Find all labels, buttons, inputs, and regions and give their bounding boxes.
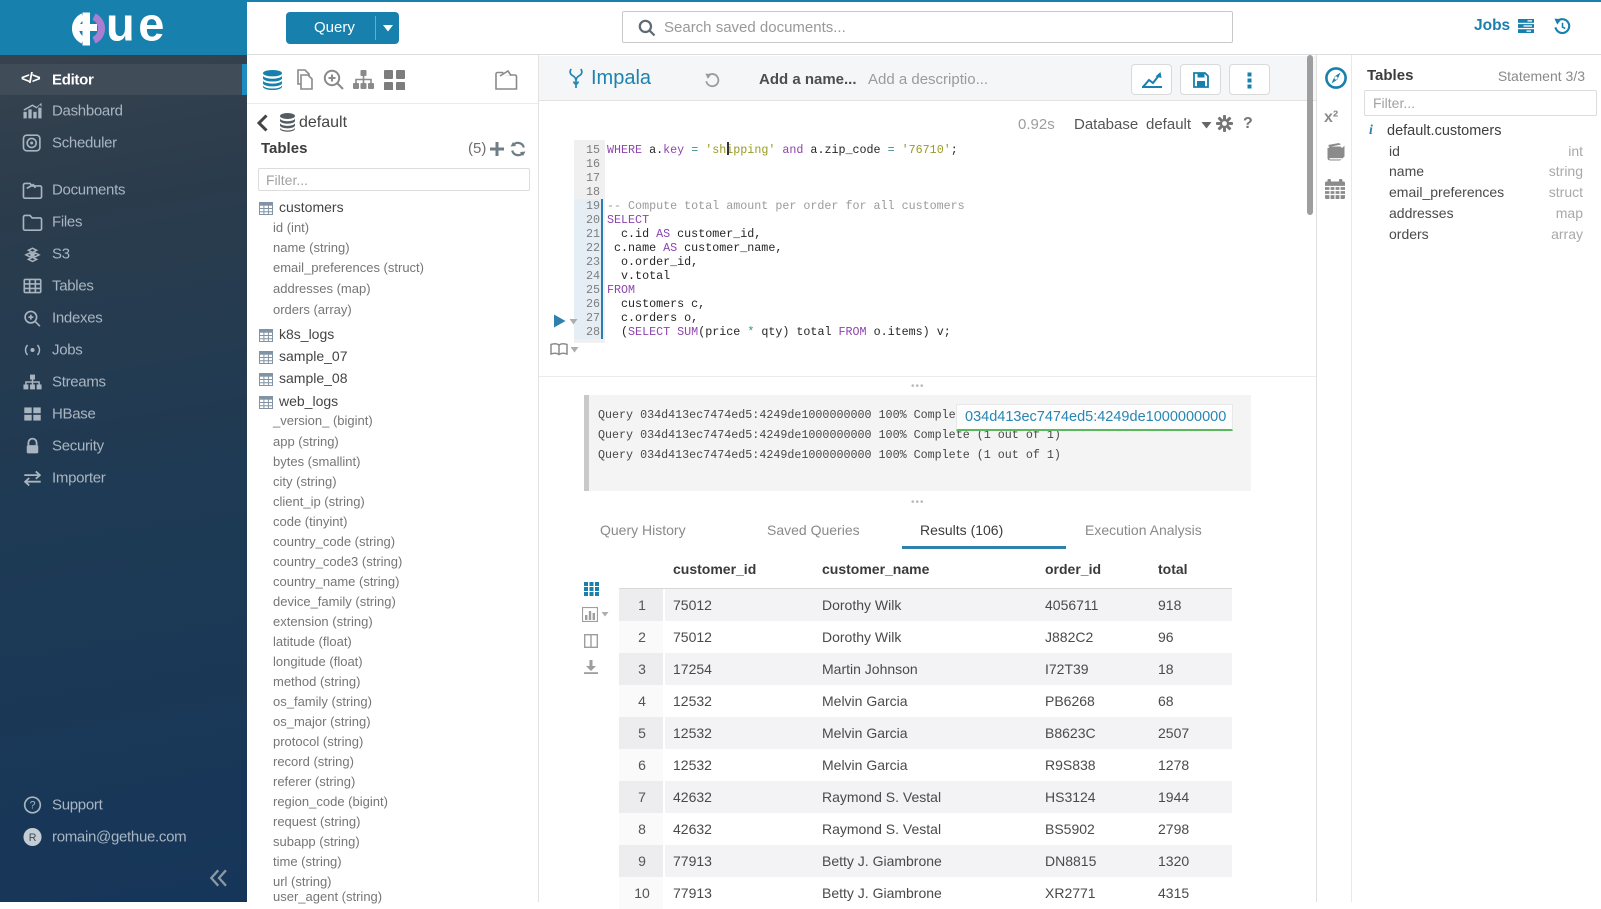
svg-text:?: ? (30, 800, 36, 812)
svg-text:R: R (29, 832, 37, 844)
svg-text:ue: ue (106, 11, 168, 47)
